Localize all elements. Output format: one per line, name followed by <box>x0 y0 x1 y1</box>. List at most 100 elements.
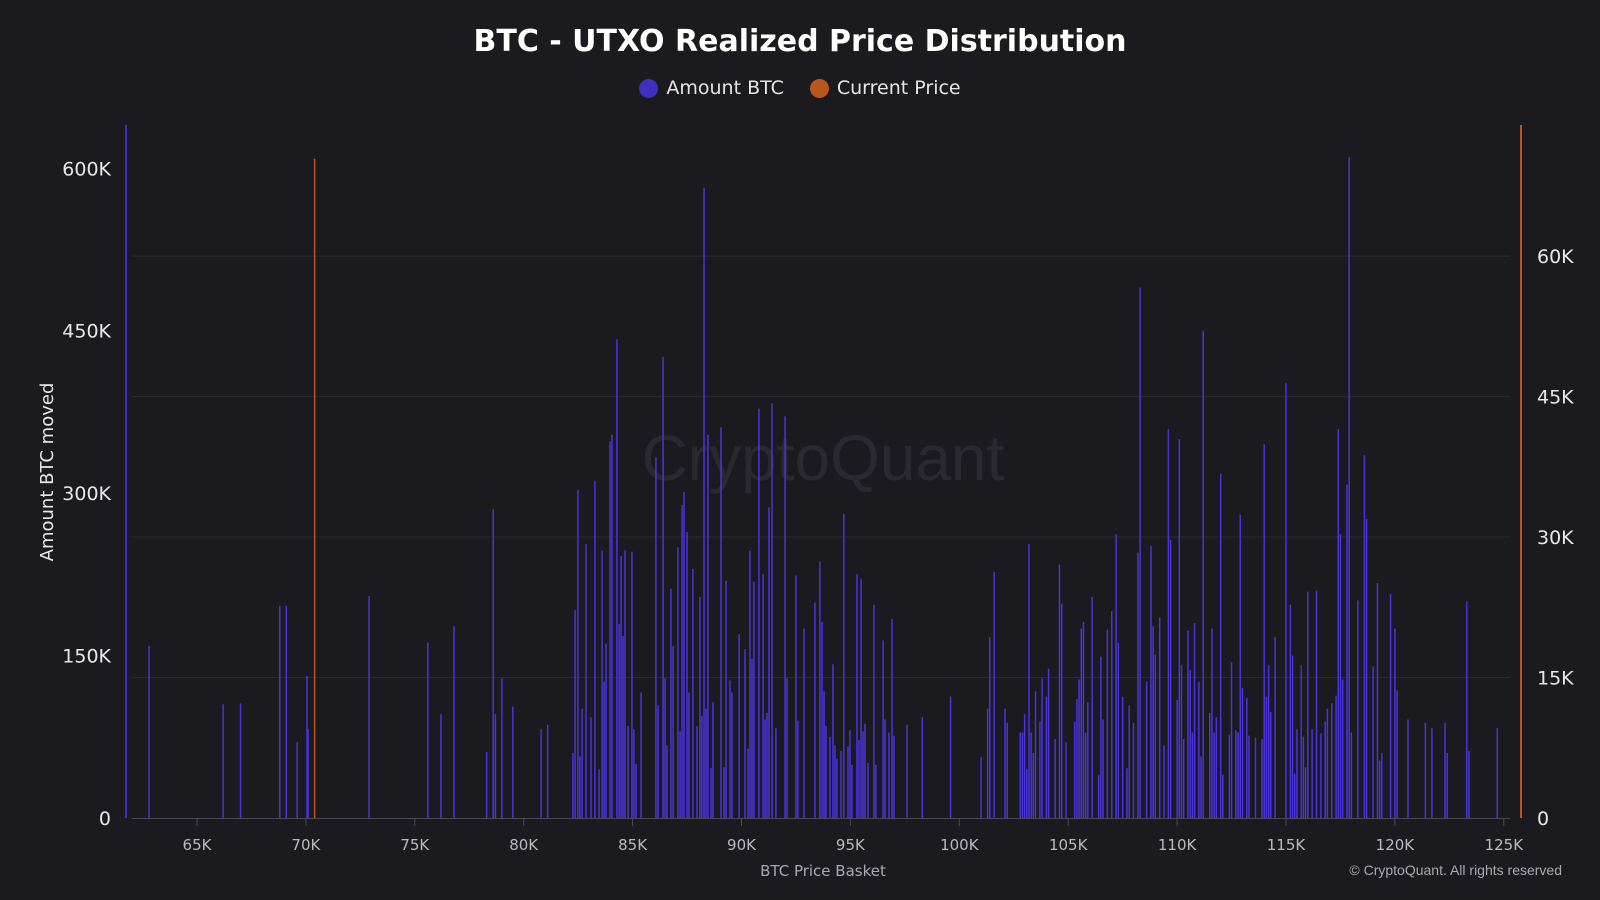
bar-amount-btc <box>1132 722 1135 818</box>
bar-amount-btc <box>1357 600 1359 818</box>
bar-amount-btc <box>1039 721 1041 818</box>
bar-amount-btc <box>723 767 725 818</box>
gridlines <box>132 255 1510 679</box>
bar-amount-btc <box>786 678 788 818</box>
bar-current-price <box>313 158 316 819</box>
bar-amount-btc <box>627 725 629 818</box>
bar-amount-btc <box>279 605 281 818</box>
y-tick-label: 600K <box>62 158 111 180</box>
x-tick-label: 90K <box>727 836 757 854</box>
bar-amount-btc <box>1444 722 1446 818</box>
bar-amount-btc <box>764 719 766 818</box>
x-tick-label: 110K <box>1158 836 1198 854</box>
bar-amount-btc <box>1073 721 1076 818</box>
bar-amount-btc <box>1191 732 1194 818</box>
bar-amount-btc <box>1169 539 1172 818</box>
x-tick-label: 95K <box>836 836 866 854</box>
bar-amount-btc <box>1158 617 1161 818</box>
bar-amount-btc <box>1121 696 1124 818</box>
bar-amount-btc <box>888 732 890 818</box>
bar-amount-btc <box>1326 708 1329 818</box>
bar-amount-btc <box>1202 330 1204 818</box>
bar-amount-btc <box>725 580 727 818</box>
bar-amount-btc <box>1267 665 1270 818</box>
y2-tick-label: 15K <box>1537 668 1574 690</box>
bar-amount-btc <box>821 622 823 818</box>
bar-amount-btc <box>729 680 731 818</box>
bar-amount-btc <box>856 574 858 818</box>
bar-amount-btc <box>797 720 799 818</box>
bar-amount-btc <box>622 636 624 818</box>
bar-amount-btc <box>1302 736 1305 818</box>
x-tick-label: 115K <box>1267 836 1307 854</box>
bar-amount-btc <box>222 704 224 818</box>
bar-amount-btc <box>758 408 760 818</box>
legend-item-current-price[interactable]: Current Price <box>809 77 961 99</box>
legend-item-amount-btc[interactable]: Amount BTC <box>639 77 784 99</box>
bar-amount-btc <box>749 550 751 818</box>
y2-tick-label: 0 <box>1537 808 1549 830</box>
bar-amount-btc <box>867 762 869 818</box>
bar-amount-btc <box>620 555 622 818</box>
bar-amount-btc <box>1293 773 1296 818</box>
bar-amount-btc <box>662 356 664 818</box>
bar-amount-btc <box>875 764 877 818</box>
bar-amount-btc <box>296 742 298 818</box>
y-tick-label: 0 <box>99 808 111 830</box>
bar-amount-btc <box>1350 732 1353 818</box>
bar-amount-btc <box>840 750 842 818</box>
legend-marker-amount-btc <box>639 78 659 98</box>
axes: 0 15K 30K 45K 60K 0 150K 300K 450K 600K 65K 70K 75K 8… <box>62 125 1574 854</box>
bar-amount-btc <box>1034 691 1037 818</box>
legend-label-current-price: Current Price <box>836 77 961 99</box>
bar-amount-btc <box>1087 702 1089 818</box>
bar-amount-btc <box>1311 729 1313 818</box>
bar-amount-btc <box>949 696 952 818</box>
bar-amount-btc <box>836 758 838 818</box>
bar-amount-btc <box>1291 655 1294 818</box>
bar-amount-btc <box>1047 668 1050 818</box>
bar-amount-btc <box>601 550 603 818</box>
bar-amount-btc <box>747 748 749 818</box>
bar-amount-btc <box>677 547 679 818</box>
bar-amount-btc <box>1446 753 1448 818</box>
bar-amount-btc <box>633 729 635 818</box>
x-tick-label: 125K <box>1485 836 1525 854</box>
bar-amount-btc <box>1209 712 1211 818</box>
bar-amount-btc <box>819 561 821 818</box>
bar-amount-btc <box>1378 760 1381 818</box>
bar-amount-btc <box>618 624 620 818</box>
watermark: CryptoQuant <box>642 422 1005 494</box>
bar-amount-btc <box>1330 703 1333 818</box>
bar-amount-btc <box>1372 666 1374 818</box>
bar-amount-btc <box>784 416 786 818</box>
bar-amount-btc <box>1213 732 1215 818</box>
y-axis-title: Amount BTC moved <box>37 383 58 562</box>
bar-amount-btc <box>696 725 698 818</box>
bar-amount-btc <box>611 434 613 818</box>
bar-amount-btc <box>1296 729 1298 818</box>
bar-amount-btc <box>494 714 497 818</box>
bar-amount-btc <box>485 751 488 818</box>
bar-amount-btc <box>1115 534 1117 818</box>
bar-amount-btc <box>1324 721 1326 818</box>
bar-amount-btc <box>1341 679 1344 818</box>
bar-amount-btc <box>683 492 685 818</box>
bar-amount-btc <box>843 513 845 818</box>
bar-amount-btc <box>631 551 633 818</box>
bar-amount-btc <box>1466 601 1468 818</box>
bar-amount-btc <box>605 643 607 818</box>
bar-amount-btc <box>679 731 681 818</box>
bar-amount-btc <box>1032 753 1035 818</box>
bar-amount-btc <box>1407 719 1409 818</box>
bar-amount-btc <box>453 626 455 818</box>
x-tick-label: 65K <box>183 836 213 854</box>
bar-amount-btc <box>686 532 688 818</box>
bar-amount-btc <box>823 691 825 818</box>
bar-amount-btc <box>829 736 831 818</box>
x-tick-label: 100K <box>940 836 980 854</box>
bar-amount-btc <box>585 544 587 818</box>
bar-amount-btc <box>692 568 694 818</box>
bar-amount-btc <box>1246 697 1248 818</box>
bar-amount-btc <box>1028 544 1030 818</box>
